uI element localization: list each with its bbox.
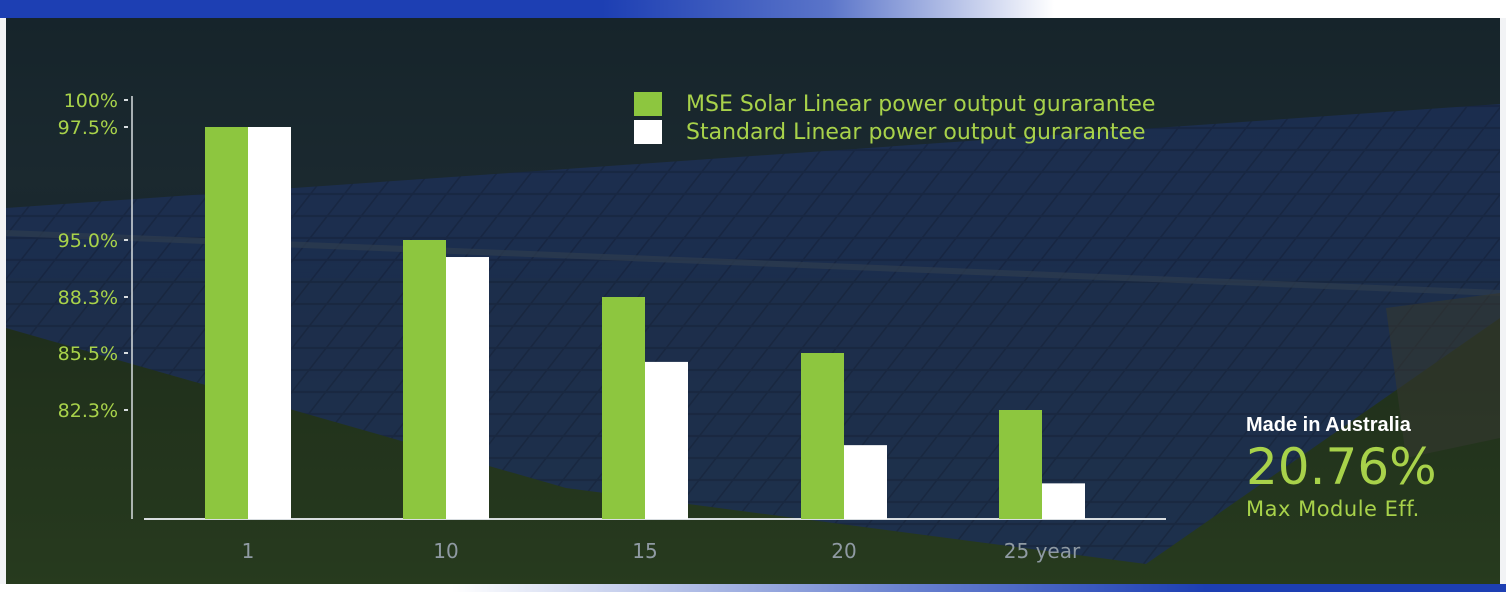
bar-standard [844,445,887,519]
efficiency-badge: Made in Australia 20.76% Max Module Eff. [1246,414,1496,521]
solar-panel-background [6,18,1500,584]
legend-item-standard: Standard Linear power output gurarantee [634,118,1155,146]
bar-standard [446,257,489,519]
y-tick-label: 85.5% [58,343,118,365]
bar-standard [1042,483,1085,519]
legend-swatch-white [634,120,662,144]
x-tick-label: 10 [433,539,458,563]
x-tick-label: 25 year [1004,539,1081,563]
bar-chart: 100% 97.5% 95.0% 88.3% 85.5% 82.3% 1 10 15 20 25 y… [58,90,1166,563]
y-tick-label: 97.5% [58,117,118,139]
bar-standard [645,361,688,519]
efficiency-value: 20.76% [1246,438,1437,496]
bar-mse [205,127,248,519]
legend: MSE Solar Linear power output gurarantee… [634,90,1155,146]
legend-item-mse: MSE Solar Linear power output gurarantee [634,90,1155,118]
x-tick-label: 15 [632,539,657,563]
bar-mse [999,410,1042,519]
made-in-australia-label: Made in Australia [1246,414,1411,436]
chart-panel: 100% 97.5% 95.0% 88.3% 85.5% 82.3% 1 10 15 20 25 y… [6,18,1500,584]
bar-standard [248,127,291,519]
legend-label-standard: Standard Linear power output gurarantee [686,119,1146,145]
y-tick-label: 95.0% [58,230,118,252]
efficiency-caption: Max Module Eff. [1246,497,1420,521]
y-tick-label: 100% [64,90,118,112]
y-tick-label: 88.3% [58,287,118,309]
bottom-accent-bar [0,584,1506,592]
legend-label-mse: MSE Solar Linear power output gurarantee [686,91,1156,117]
x-tick-label: 1 [242,539,255,563]
bar-mse [403,240,446,519]
bar-mse [602,297,645,519]
bar-mse [801,353,844,519]
legend-swatch-green [634,92,662,116]
top-accent-bar [0,0,1506,18]
x-tick-label: 20 [831,539,856,563]
y-tick-label: 82.3% [58,400,118,422]
